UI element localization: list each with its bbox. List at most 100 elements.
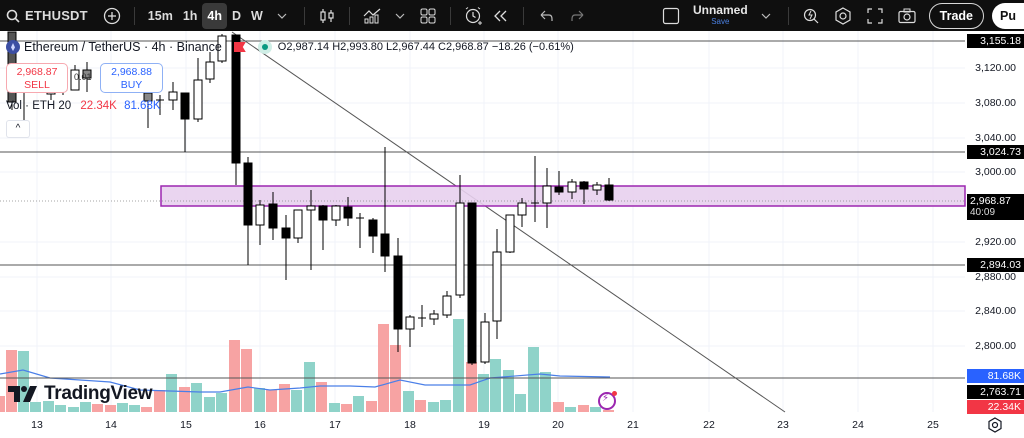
quick-search-button[interactable] xyxy=(797,3,825,29)
price-tick: 2,800.00 xyxy=(975,340,1016,352)
lightning-alert-icon[interactable] xyxy=(598,391,617,410)
divider xyxy=(303,6,305,25)
time-label: 23 xyxy=(777,419,789,431)
time-axis[interactable]: 13 14 15 16 17 18 19 20 21 22 23 24 25 xyxy=(0,412,965,438)
price-plot[interactable] xyxy=(0,31,1024,438)
hline-price-tag: 2,763.71 xyxy=(967,385,1024,399)
buy-label: BUY xyxy=(120,79,143,91)
time-label: 13 xyxy=(31,419,43,431)
volume-tag: 22.34K xyxy=(967,400,1024,414)
divider xyxy=(449,6,451,25)
camera-icon xyxy=(898,8,916,23)
alert-button[interactable] xyxy=(459,3,487,29)
supply-demand-zone[interactable] xyxy=(160,185,966,207)
timeframe-4h[interactable]: 4h xyxy=(202,2,228,29)
hline-price-tag: 3,155.18 xyxy=(967,34,1024,48)
time-label: 16 xyxy=(254,419,266,431)
top-toolbar: ETHUSDT 15m 1h 4h D W Unnamed Save xyxy=(0,0,1024,31)
quick-search-icon xyxy=(803,8,819,23)
hline-price-tag: 2,894.03 xyxy=(967,258,1024,272)
publish-button[interactable]: Pu xyxy=(992,2,1024,29)
spread-value: 0.01 xyxy=(74,72,92,82)
time-label: 18 xyxy=(404,419,416,431)
tradingview-watermark[interactable]: TradingView xyxy=(8,383,153,405)
volume-sell-value: 22.34K xyxy=(80,100,117,112)
price-axis[interactable]: 3,120.00 3,080.00 3,040.00 3,000.00 2,92… xyxy=(965,31,1024,414)
ethereum-logo-icon xyxy=(6,40,20,54)
volume-bars xyxy=(0,319,614,412)
hline-price-tag: 3,024.73 xyxy=(967,145,1024,159)
price-tick: 2,840.00 xyxy=(975,305,1016,317)
timeframe-1h[interactable]: 1h xyxy=(182,8,198,23)
flag-icon[interactable] xyxy=(233,42,246,52)
price-tick: 2,920.00 xyxy=(975,236,1016,248)
time-label: 22 xyxy=(703,419,715,431)
price-tick: 3,000.00 xyxy=(975,166,1016,178)
layout-select-checkbox[interactable] xyxy=(657,3,685,29)
layouts-button[interactable] xyxy=(414,3,442,29)
sell-button[interactable]: 2,968.87 SELL xyxy=(6,63,68,93)
layout-name: Unnamed xyxy=(692,2,748,17)
timeframe-d[interactable]: D xyxy=(232,8,242,23)
sell-price: 2,968.87 xyxy=(16,66,58,78)
layout-name-button[interactable]: Unnamed Save xyxy=(692,2,748,27)
divider xyxy=(348,6,350,25)
add-symbol-button[interactable] xyxy=(98,3,126,29)
search-icon xyxy=(6,9,20,23)
replay-button[interactable] xyxy=(487,3,515,29)
horizontal-levels[interactable] xyxy=(0,40,965,379)
ohlc-values: O2,987.14 H2,993.80 L2,967.44 C2,968.87 … xyxy=(277,41,574,53)
time-label: 24 xyxy=(852,419,864,431)
time-label: 21 xyxy=(627,419,639,431)
snapshot-button[interactable] xyxy=(893,3,921,29)
divider xyxy=(522,6,524,25)
indicators-button[interactable] xyxy=(358,3,386,29)
indicators-dropdown-button[interactable] xyxy=(386,3,414,29)
chart-legend: Ethereum / TetherUS · 4h · Binance O2,98… xyxy=(6,40,574,54)
trade-button[interactable]: Trade xyxy=(928,2,985,29)
sell-label: SELL xyxy=(24,79,50,91)
time-label: 15 xyxy=(180,419,192,431)
chart-pane[interactable]: Ethereum / TetherUS · 4h · Binance O2,98… xyxy=(0,31,1024,438)
chevron-down-icon xyxy=(761,13,771,19)
redo-icon xyxy=(571,10,584,21)
layout-square-icon xyxy=(662,7,680,24)
redo-button[interactable] xyxy=(564,3,592,29)
last-price-tag: 2,968.87 40:09 xyxy=(967,194,1024,220)
price-tick: 3,120.00 xyxy=(975,62,1016,74)
price-tick: 3,080.00 xyxy=(975,97,1016,109)
vol-ma-tag: 81.68K xyxy=(967,369,1024,383)
add-symbol-icon xyxy=(103,7,120,24)
replay-icon xyxy=(493,10,507,21)
buy-button[interactable]: 2,968.88 BUY xyxy=(100,63,163,93)
buy-price: 2,968.88 xyxy=(111,66,152,78)
layouts-grid-icon xyxy=(420,8,436,23)
chevron-down-icon xyxy=(277,13,287,19)
chart-type-button[interactable] xyxy=(313,3,341,29)
timeframe-15m[interactable]: 15m xyxy=(147,8,173,23)
fullscreen-button[interactable] xyxy=(861,3,889,29)
symbol-name: ETHUSDT xyxy=(25,8,88,23)
fullscreen-icon xyxy=(867,7,883,24)
divider xyxy=(787,6,789,25)
axis-settings-icon[interactable] xyxy=(987,417,1003,433)
timeframe-w[interactable]: W xyxy=(251,8,263,23)
volume-legend: Vol · ETH 20 22.34K 81.68K xyxy=(6,100,161,112)
time-label: 17 xyxy=(329,419,341,431)
time-label: 14 xyxy=(105,419,117,431)
settings-hex-icon xyxy=(835,6,851,25)
settings-button[interactable] xyxy=(829,3,857,29)
undo-button[interactable] xyxy=(532,3,560,29)
volume-title[interactable]: Vol · ETH 20 xyxy=(6,100,72,112)
price-tick: 3,040.00 xyxy=(975,132,1016,144)
tradingview-logo-icon xyxy=(8,386,38,402)
price-tick: 2,880.00 xyxy=(975,271,1016,283)
collapse-legend-button[interactable]: ^ xyxy=(6,120,30,138)
market-open-icon xyxy=(257,40,272,54)
symbol-search-button[interactable]: ETHUSDT xyxy=(0,3,88,29)
timeframe-dropdown-button[interactable] xyxy=(268,3,296,29)
indicators-icon xyxy=(363,8,381,23)
layout-dropdown-button[interactable] xyxy=(752,3,780,29)
time-label: 25 xyxy=(927,419,939,431)
symbol-title[interactable]: Ethereum / TetherUS · 4h · Binance xyxy=(24,40,222,54)
